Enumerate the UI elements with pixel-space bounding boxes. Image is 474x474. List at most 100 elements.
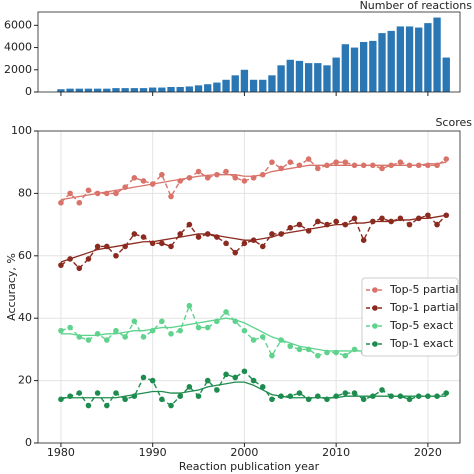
point [140,234,147,240]
point [85,187,92,194]
point [351,346,358,353]
y-tick-label: 2000 [4,63,32,76]
point [214,171,220,178]
point [333,393,339,400]
x-tick-label: 2000 [230,446,258,459]
point [333,349,339,356]
point [425,162,431,169]
point [315,393,321,400]
point [104,337,110,343]
point [159,171,165,178]
bar [415,27,423,92]
point [131,393,138,400]
point [315,218,321,225]
bar [396,26,405,93]
bar [360,42,368,92]
point [351,215,358,222]
point [269,396,275,403]
point [287,224,294,231]
point [195,393,202,400]
point [259,384,266,390]
point [259,243,266,250]
point [113,390,119,396]
point [250,175,257,181]
point [360,396,367,403]
point [223,371,229,378]
point [131,318,138,325]
point [58,199,64,206]
x-tick-label: 2010 [322,446,350,459]
point [415,215,422,222]
point [159,318,165,325]
point [342,352,349,359]
bar [240,69,249,92]
point [287,159,294,165]
bar [149,87,157,92]
point [149,377,156,384]
bar [387,30,395,92]
point [104,190,110,197]
point [269,159,275,165]
point [186,175,193,181]
point [113,190,119,197]
point [58,396,64,403]
point [305,346,312,353]
point [250,337,257,343]
point [324,396,330,403]
trend-line [60,381,447,399]
point [287,343,294,350]
point [232,318,239,325]
bar [442,57,450,92]
point [104,243,110,250]
bar [185,86,194,92]
legend-box [361,277,459,357]
point [388,162,394,169]
point [259,334,266,340]
bar [194,85,203,92]
point [177,178,183,184]
point [214,234,220,240]
point [58,327,64,334]
bar [75,88,83,92]
series-line [60,370,447,407]
point [351,390,358,396]
point [122,184,128,190]
point [177,231,183,237]
legend-label: Top-1 partial [389,301,458,314]
bar [130,88,138,92]
legend-marker [372,341,378,347]
point [397,393,404,400]
bar [323,65,331,92]
point [278,231,284,237]
point [204,231,211,237]
point [305,156,312,162]
point [324,349,330,356]
point [370,218,376,225]
bar [57,89,65,92]
point [406,162,413,169]
point [204,175,211,181]
point [67,324,73,331]
point [159,240,165,247]
point [85,402,92,409]
point [278,165,284,172]
bar [332,57,340,92]
bar [167,87,175,92]
point [296,346,303,353]
plot-frame [37,11,461,93]
bar [277,65,285,92]
point [168,331,174,337]
point [333,159,339,165]
bar [222,79,230,92]
point [443,390,450,396]
point [397,159,404,165]
bar [286,59,294,92]
point [131,175,138,181]
y-tick-label: 40 [18,311,32,324]
point [315,352,321,359]
bar [378,33,386,92]
point [342,221,349,228]
point [425,212,431,219]
point [177,393,183,400]
point [195,168,202,175]
